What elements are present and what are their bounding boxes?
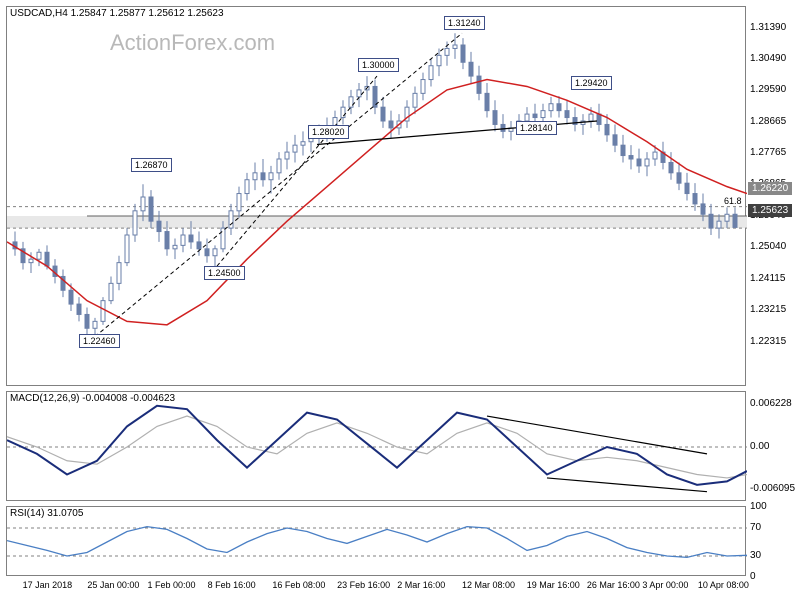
current-price-box: 1.26220 — [748, 182, 792, 195]
y-axis-label: 1.25040 — [750, 241, 786, 252]
x-axis-label: 8 Feb 16:00 — [208, 580, 256, 590]
rsi-y-label: 30 — [750, 550, 761, 561]
price-annotation: 1.30000 — [358, 58, 399, 72]
y-axis-label: 1.24115 — [750, 273, 785, 284]
rsi-y-label: 100 — [750, 501, 767, 512]
y-axis-label: 1.28665 — [750, 116, 786, 127]
macd-y-label: 0.00 — [750, 441, 769, 452]
macd-panel[interactable] — [6, 391, 746, 501]
y-axis-label: 1.22315 — [750, 336, 786, 347]
y-axis-label: 1.29590 — [750, 84, 786, 95]
x-axis-label: 2 Mar 16:00 — [397, 580, 445, 590]
y-axis-label: 1.27765 — [750, 147, 786, 158]
x-axis-label: 25 Jan 00:00 — [87, 580, 139, 590]
y-axis-label: 1.31390 — [750, 22, 786, 33]
rsi-label: RSI(14) — [10, 508, 44, 519]
rsi-panel[interactable] — [6, 506, 746, 576]
x-axis-label: 1 Feb 00:00 — [148, 580, 196, 590]
price-annotation: 1.28140 — [516, 121, 557, 135]
rsi-title: RSI(14) 31.0705 — [10, 508, 83, 519]
x-axis-label: 3 Apr 00:00 — [642, 580, 688, 590]
macd-label: MACD(12,26,9) — [10, 393, 79, 404]
chart-title: USDCAD,H4 1.25847 1.25877 1.25612 1.2562… — [10, 8, 224, 19]
price-annotation: 1.22460 — [79, 334, 120, 348]
price-annotation: 1.26870 — [131, 158, 172, 172]
macd-title: MACD(12,26,9) -0.004008 -0.004623 — [10, 393, 175, 404]
macd-values: -0.004008 -0.004623 — [82, 393, 175, 404]
rsi-y-label: 0 — [750, 571, 756, 582]
x-axis-label: 12 Mar 08:00 — [462, 580, 515, 590]
x-axis-label: 26 Mar 16:00 — [587, 580, 640, 590]
rsi-value: 31.0705 — [47, 508, 83, 519]
price-annotation: 1.28020 — [308, 125, 349, 139]
current-price-box: 1.25623 — [748, 204, 792, 217]
x-axis-label: 10 Apr 08:00 — [698, 580, 749, 590]
y-axis-label: 1.30490 — [750, 53, 786, 64]
symbol-timeframe: USDCAD,H4 — [10, 8, 68, 19]
ohlc-values: 1.25847 1.25877 1.25612 1.25623 — [71, 8, 224, 19]
x-axis-label: 17 Jan 2018 — [23, 580, 73, 590]
macd-y-label: 0.006228 — [750, 398, 792, 409]
price-annotation: 1.24500 — [204, 266, 245, 280]
x-axis-label: 16 Feb 08:00 — [272, 580, 325, 590]
rsi-y-label: 70 — [750, 522, 761, 533]
x-axis-label: 23 Feb 16:00 — [337, 580, 390, 590]
price-annotation: 1.29420 — [571, 76, 612, 90]
y-axis-label: 1.23215 — [750, 304, 786, 315]
x-axis-label: 19 Mar 16:00 — [527, 580, 580, 590]
fib-label: 61.8 — [724, 196, 742, 206]
price-annotation: 1.31240 — [444, 16, 485, 30]
macd-y-label: -0.006095 — [750, 483, 795, 494]
